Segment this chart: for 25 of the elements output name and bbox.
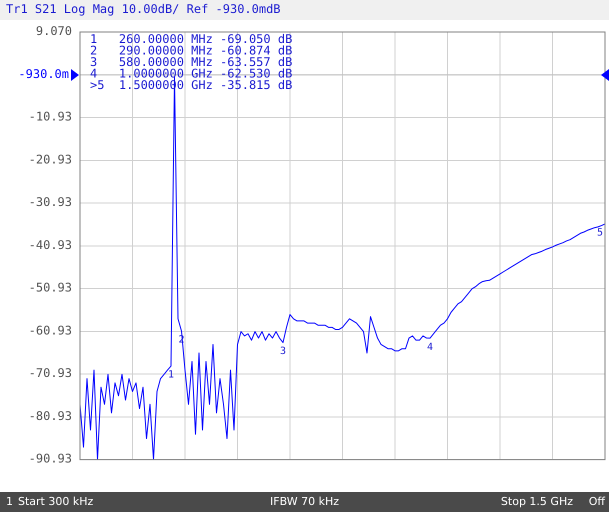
- y-tick-label: -80.93: [28, 408, 72, 423]
- annotation: 3: [280, 346, 286, 358]
- annotation: 2 290.00000 MHz -60.874 dB: [90, 44, 292, 58]
- annotation: 1 260.00000 MHz -69.050 dB: [90, 32, 292, 46]
- text: Off: [588, 494, 606, 508]
- annotation: 1: [168, 370, 174, 381]
- y-tick-label: -40.93: [28, 238, 72, 252]
- chart-title: Tr1 S21 Log Mag 10.00dB/ Ref -930.0mdB: [6, 2, 281, 16]
- y-tick-label: -30.93: [28, 195, 72, 210]
- y-tick-label: -90.93: [28, 452, 72, 466]
- y-tick-label: -70.93: [28, 366, 72, 380]
- y-tick-label: -60.93: [28, 323, 72, 338]
- y-tick-label: 9.070: [36, 24, 72, 38]
- annotation: 4 1.0000000 GHz -62.530 dB: [90, 66, 292, 81]
- annotation: 3 580.00000 MHz -63.557 dB: [90, 55, 292, 70]
- y-tick-label: -10.93: [28, 110, 72, 124]
- annotation: 5: [596, 228, 604, 239]
- text: Start 300 kHz: [18, 494, 94, 508]
- text: 1: [6, 494, 13, 508]
- ref-line-label: -930.0m: [18, 66, 69, 81]
- annotation: 4: [426, 342, 434, 353]
- y-tick-label: -50.93: [28, 280, 72, 295]
- text: IFBW 70 kHz: [270, 494, 340, 508]
- y-tick-label: -20.93: [28, 152, 72, 166]
- text: Stop 1.5 GHz: [500, 494, 574, 508]
